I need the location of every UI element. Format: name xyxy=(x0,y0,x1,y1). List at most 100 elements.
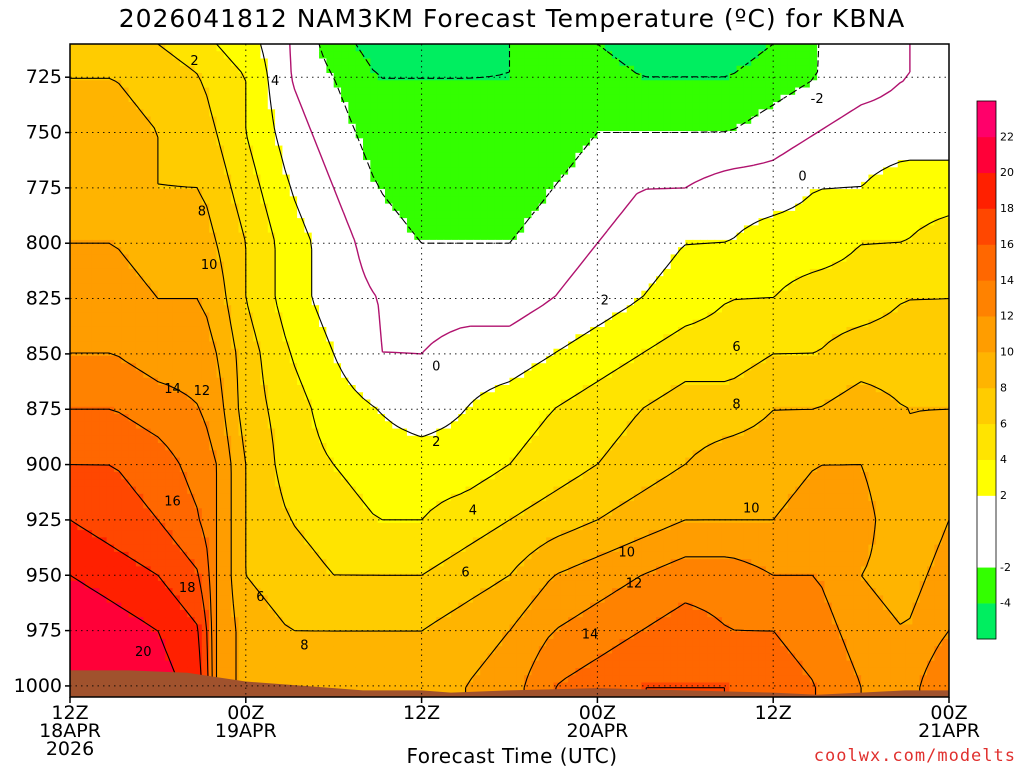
temperature-cell xyxy=(619,297,628,306)
temperature-cell xyxy=(934,138,943,147)
temperature-cell xyxy=(370,94,379,103)
temperature-cell xyxy=(384,87,393,96)
temperature-cell xyxy=(590,87,598,96)
temperature-cell xyxy=(472,138,481,147)
temperature-cell xyxy=(890,102,899,110)
temperature-cell xyxy=(597,44,606,52)
temperature-cell xyxy=(414,334,423,343)
temperature-cell xyxy=(304,247,313,256)
temperature-cell xyxy=(758,297,767,306)
temperature-cell xyxy=(289,305,298,314)
temperature-cell xyxy=(406,160,415,168)
temperature-cell xyxy=(765,167,774,176)
temperature-cell xyxy=(743,160,752,168)
temperature-cell xyxy=(84,145,93,154)
temperature-cell xyxy=(99,58,108,67)
temperature-cell xyxy=(912,123,921,132)
temperature-cell xyxy=(927,44,935,52)
temperature-cell xyxy=(714,145,723,154)
temperature-cell xyxy=(179,239,188,248)
temperature-cell xyxy=(267,268,276,277)
temperature-cell xyxy=(516,334,525,343)
temperature-cell xyxy=(392,319,401,328)
temperature-cell xyxy=(677,239,686,248)
temperature-cell xyxy=(450,225,459,234)
temperature-cell xyxy=(670,145,679,154)
temperature-cell xyxy=(297,319,305,328)
temperature-cell xyxy=(384,218,393,226)
temperature-cell xyxy=(458,239,467,248)
temperature-cell xyxy=(304,80,313,89)
temperature-cell xyxy=(590,80,598,89)
temperature-cell xyxy=(319,210,327,219)
temperature-cell xyxy=(414,189,423,197)
temperature-cell xyxy=(758,203,767,212)
temperature-cell xyxy=(875,254,884,263)
temperature-cell xyxy=(634,276,642,285)
temperature-cell xyxy=(84,297,93,306)
temperature-cell xyxy=(113,247,122,256)
temperature-cell xyxy=(758,87,767,96)
temperature-cell xyxy=(846,131,855,139)
temperature-cell xyxy=(267,312,276,321)
temperature-cell xyxy=(377,283,386,292)
temperature-cell xyxy=(216,225,225,234)
temperature-cell xyxy=(370,181,379,190)
temperature-cell xyxy=(817,297,826,306)
temperature-cell xyxy=(883,189,891,197)
temperature-cell xyxy=(677,247,686,256)
temperature-cell xyxy=(494,80,503,89)
temperature-cell xyxy=(853,326,862,335)
temperature-cell xyxy=(758,152,767,161)
temperature-cell xyxy=(809,254,818,263)
temperature-cell xyxy=(626,203,635,212)
temperature-cell xyxy=(414,239,423,248)
temperature-cell xyxy=(934,232,943,241)
temperature-cell xyxy=(765,326,774,335)
temperature-cell xyxy=(172,44,181,52)
temperature-cell xyxy=(70,297,78,306)
temperature-cell xyxy=(765,283,774,292)
temperature-cell xyxy=(165,123,174,132)
temperature-cell xyxy=(465,174,474,183)
temperature-cell xyxy=(677,51,686,60)
temperature-cell xyxy=(927,334,935,343)
temperature-cell xyxy=(736,181,745,190)
temperature-cell xyxy=(267,261,276,270)
temperature-cell xyxy=(568,210,577,219)
temperature-cell xyxy=(780,297,789,306)
temperature-cell xyxy=(333,312,342,321)
temperature-cell xyxy=(560,319,569,328)
temperature-cell xyxy=(282,73,291,81)
temperature-cell xyxy=(341,51,349,60)
temperature-cell xyxy=(494,58,503,67)
temperature-cell xyxy=(355,283,364,292)
temperature-cell xyxy=(927,254,935,263)
temperature-cell xyxy=(157,102,166,110)
temperature-cell xyxy=(626,254,635,263)
temperature-cell xyxy=(216,341,225,350)
temperature-cell xyxy=(831,152,840,161)
temperature-cell xyxy=(524,73,533,81)
temperature-cell xyxy=(795,80,804,89)
temperature-cell xyxy=(927,160,935,168)
temperature-cell xyxy=(729,225,738,234)
temperature-cell xyxy=(699,181,708,190)
temperature-cell xyxy=(699,203,708,212)
temperature-cell xyxy=(699,109,708,118)
temperature-cell xyxy=(135,254,144,263)
temperature-cell xyxy=(289,116,298,125)
temperature-cell xyxy=(201,174,210,183)
temperature-cell xyxy=(165,341,174,350)
temperature-cell xyxy=(260,218,269,226)
temperature-cell xyxy=(223,181,232,190)
temperature-cell xyxy=(494,94,503,103)
temperature-cell xyxy=(238,276,247,285)
temperature-cell xyxy=(846,334,855,343)
temperature-cell xyxy=(890,218,899,226)
temperature-cell xyxy=(194,80,203,89)
temperature-cell xyxy=(656,174,664,183)
temperature-cell xyxy=(238,131,247,139)
temperature-cell xyxy=(157,218,166,226)
temperature-cell xyxy=(809,167,818,176)
